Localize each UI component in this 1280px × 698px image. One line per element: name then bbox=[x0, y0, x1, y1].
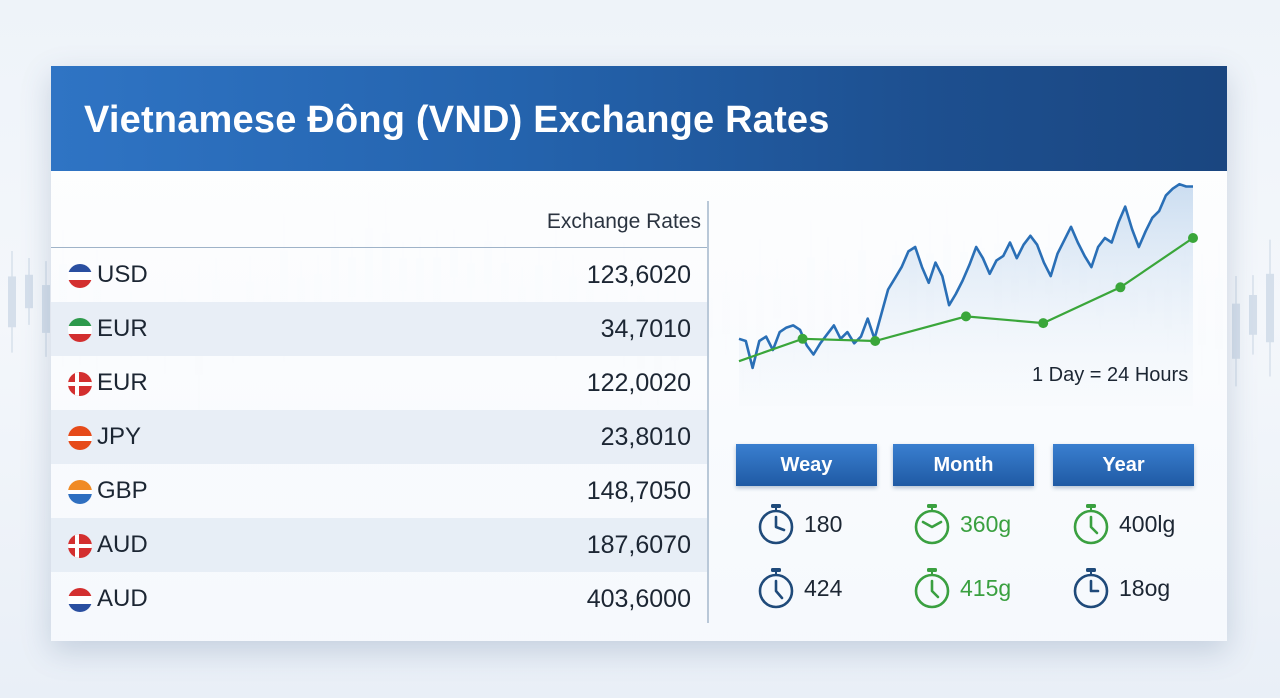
green-series-point bbox=[1038, 318, 1049, 329]
vertical-divider bbox=[707, 201, 709, 623]
header-banner: Vietnamese Đông (VND) Exchange Rates bbox=[51, 66, 1227, 171]
currency-code: AUD bbox=[97, 585, 148, 612]
table-row[interactable]: EUR 122,0020 bbox=[51, 356, 707, 410]
tab-month[interactable]: Month bbox=[893, 444, 1034, 486]
currency-code: EUR bbox=[97, 315, 148, 342]
blue-series-area bbox=[739, 184, 1193, 406]
table-row[interactable]: JPY 23,8010 bbox=[51, 410, 707, 464]
table-row[interactable]: AUD 403,6000 bbox=[51, 572, 707, 626]
stopwatch-icon bbox=[1073, 568, 1109, 609]
table-row[interactable]: USD 123,6020 bbox=[51, 248, 707, 302]
background-candle bbox=[1232, 303, 1240, 359]
stopwatch-icon bbox=[914, 504, 950, 545]
table-row[interactable]: AUD 187,6070 bbox=[51, 518, 707, 572]
currency-code: USD bbox=[97, 261, 148, 288]
flag-orange-icon bbox=[68, 426, 92, 450]
stat-value: 400lg bbox=[1119, 511, 1176, 537]
currency-rate: 122,0020 bbox=[586, 369, 691, 397]
currency-rate: 148,7050 bbox=[586, 477, 691, 505]
table-row[interactable]: GBP 148,7050 bbox=[51, 464, 707, 518]
currency-rate: 187,6070 bbox=[586, 531, 691, 559]
flag-dk-icon bbox=[68, 534, 92, 558]
currency-rate: 403,6000 bbox=[586, 585, 691, 613]
currency-code: GBP bbox=[97, 477, 148, 504]
stopwatch-icon bbox=[758, 504, 794, 545]
currency-code: JPY bbox=[97, 423, 142, 450]
page-title: Vietnamese Đông (VND) Exchange Rates bbox=[84, 99, 830, 141]
flag-it-icon bbox=[68, 318, 92, 342]
exchange-rate-card: Vietnamese Đông (VND) Exchange Rates Exc… bbox=[51, 66, 1227, 641]
stopwatch-icon bbox=[758, 568, 794, 609]
currency-rate: 123,6020 bbox=[586, 261, 691, 289]
exchange-rates-column-header: Exchange Rates bbox=[546, 210, 701, 233]
rate-trend-chart bbox=[738, 182, 1198, 406]
stat-value: 18og bbox=[1119, 575, 1171, 601]
background-candle bbox=[1249, 294, 1257, 335]
stat-value: 180 bbox=[804, 511, 843, 537]
flag-nl-icon bbox=[68, 588, 92, 612]
stat-value: 424 bbox=[804, 575, 843, 601]
background-candle bbox=[25, 274, 33, 309]
stopwatch-icon bbox=[914, 568, 950, 609]
tab-year[interactable]: Year bbox=[1053, 444, 1194, 486]
header-divider bbox=[51, 247, 707, 248]
background-candle bbox=[42, 285, 50, 333]
rates-table: USD 123,6020 EUR 34,7010 EUR 122,0020 JP… bbox=[51, 248, 707, 626]
stat-value: 360g bbox=[960, 511, 1012, 537]
green-series-point bbox=[961, 311, 971, 322]
green-series-point bbox=[797, 333, 808, 344]
green-series-point bbox=[1115, 282, 1126, 293]
currency-code: EUR bbox=[97, 369, 148, 396]
currency-code: AUD bbox=[97, 531, 148, 558]
stopwatch-icon bbox=[1073, 504, 1109, 545]
tab-week[interactable]: Weay bbox=[736, 444, 877, 486]
stat-value: 415g bbox=[960, 575, 1012, 601]
green-series-point bbox=[1188, 233, 1198, 243]
flag-gb-icon bbox=[68, 480, 92, 504]
background-candle bbox=[1266, 273, 1274, 343]
chart-note: 1 Day = 24 Hours bbox=[1032, 364, 1189, 386]
currency-rate: 34,7010 bbox=[600, 315, 691, 343]
flag-dk-icon bbox=[68, 372, 92, 396]
table-row[interactable]: EUR 34,7010 bbox=[51, 302, 707, 356]
green-series-point bbox=[870, 336, 881, 346]
currency-rate: 23,8010 bbox=[600, 423, 691, 451]
background-candle bbox=[8, 276, 16, 328]
blue-series-line bbox=[738, 182, 1193, 370]
flag-us-icon bbox=[68, 264, 92, 288]
